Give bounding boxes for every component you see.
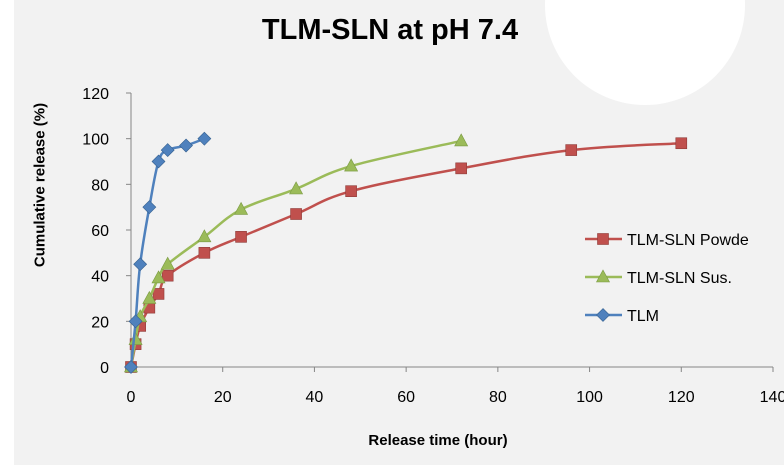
data-point <box>675 137 688 150</box>
data-point <box>290 208 302 220</box>
x-tick-label: 0 <box>127 389 136 406</box>
x-tick-label: 20 <box>214 389 232 406</box>
x-tick-label: 60 <box>397 389 415 406</box>
y-tick-label: 80 <box>91 177 109 194</box>
y-tick-label: 120 <box>82 86 109 103</box>
data-point <box>454 133 469 147</box>
chart-title: TLM-SLN at pH 7.4 <box>261 14 519 46</box>
data-point <box>345 185 357 197</box>
x-axis-title: Release time (hour) <box>368 432 508 449</box>
x-tick-label: 140 <box>760 389 784 406</box>
data-point <box>160 143 175 158</box>
x-tick-label: 100 <box>576 389 603 406</box>
data-point <box>565 144 578 156</box>
data-point <box>198 247 211 259</box>
series-line-1 <box>129 139 462 368</box>
data-point <box>142 200 157 215</box>
data-point <box>161 269 174 282</box>
data-point <box>128 314 143 329</box>
data-point <box>344 158 359 172</box>
data-point <box>235 231 247 243</box>
data-point <box>197 229 212 243</box>
data-point <box>124 360 138 374</box>
y-tick-label: 100 <box>82 132 109 149</box>
data-point <box>142 290 157 304</box>
data-point <box>179 138 193 153</box>
y-tick-label: 20 <box>91 314 109 331</box>
x-tick-label: 40 <box>306 389 324 406</box>
series-line-0 <box>129 141 682 368</box>
legend-label: TLM <box>627 308 659 325</box>
series-line-2 <box>129 137 205 368</box>
data-point <box>289 181 304 195</box>
legend-marker <box>597 233 609 245</box>
y-tick-label: 40 <box>91 269 109 286</box>
data-point <box>151 270 166 284</box>
y-tick-label: 60 <box>91 223 109 240</box>
legend-marker <box>595 269 611 283</box>
legend-marker <box>596 308 610 322</box>
x-tick-label: 80 <box>489 389 507 406</box>
data-point <box>160 256 175 270</box>
legend-label: TLM-SLN Powde <box>627 232 749 249</box>
legend-label: TLM-SLN Sus. <box>627 270 732 287</box>
data-point <box>197 131 212 146</box>
data-point <box>133 257 148 272</box>
data-point <box>152 288 165 300</box>
y-tick-label: 0 <box>100 360 109 377</box>
data-point <box>128 331 143 345</box>
data-point <box>151 154 166 169</box>
data-point <box>455 162 467 175</box>
x-tick-label: 120 <box>668 389 695 406</box>
data-point <box>234 201 249 215</box>
